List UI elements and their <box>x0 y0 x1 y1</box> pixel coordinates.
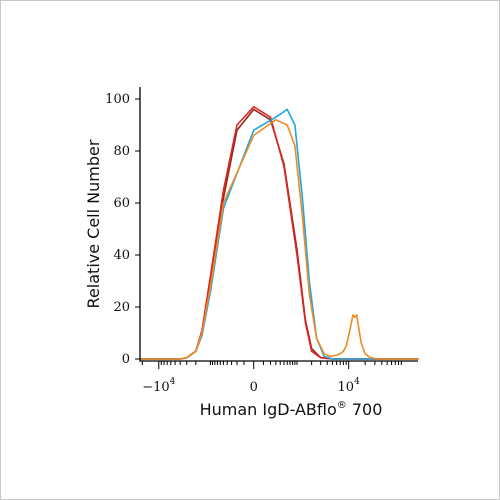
y-axis-label: Relative Cell Number <box>84 139 103 308</box>
x-axis-label-sup: ® <box>337 400 347 411</box>
y-tick-label: 0 <box>122 352 130 367</box>
y-tick-label: 60 <box>113 196 130 211</box>
y-tick-label: 40 <box>113 248 130 263</box>
ticks-layer: 0 20 40 60 80 100 −104 0 104 <box>105 92 402 395</box>
x-axis-label: Human IgD-ABflo® 700 <box>200 400 383 419</box>
y-tick-label: 20 <box>113 300 130 315</box>
x-axis-label-main: Human IgD-ABflo <box>200 400 337 419</box>
y-tick-label: 100 <box>105 92 130 107</box>
axis-lines <box>139 87 418 362</box>
x-tick-label: 104 <box>338 377 361 395</box>
axes-layer <box>139 87 418 362</box>
y-tick-label: 80 <box>113 144 130 159</box>
x-tick-label: 0 <box>250 380 258 395</box>
series-line-2 <box>139 106 419 360</box>
series-line-4 <box>139 119 419 360</box>
x-axis-label-suffix: 700 <box>347 400 383 419</box>
x-tick-label: −104 <box>142 377 175 395</box>
series-layer <box>139 106 419 360</box>
